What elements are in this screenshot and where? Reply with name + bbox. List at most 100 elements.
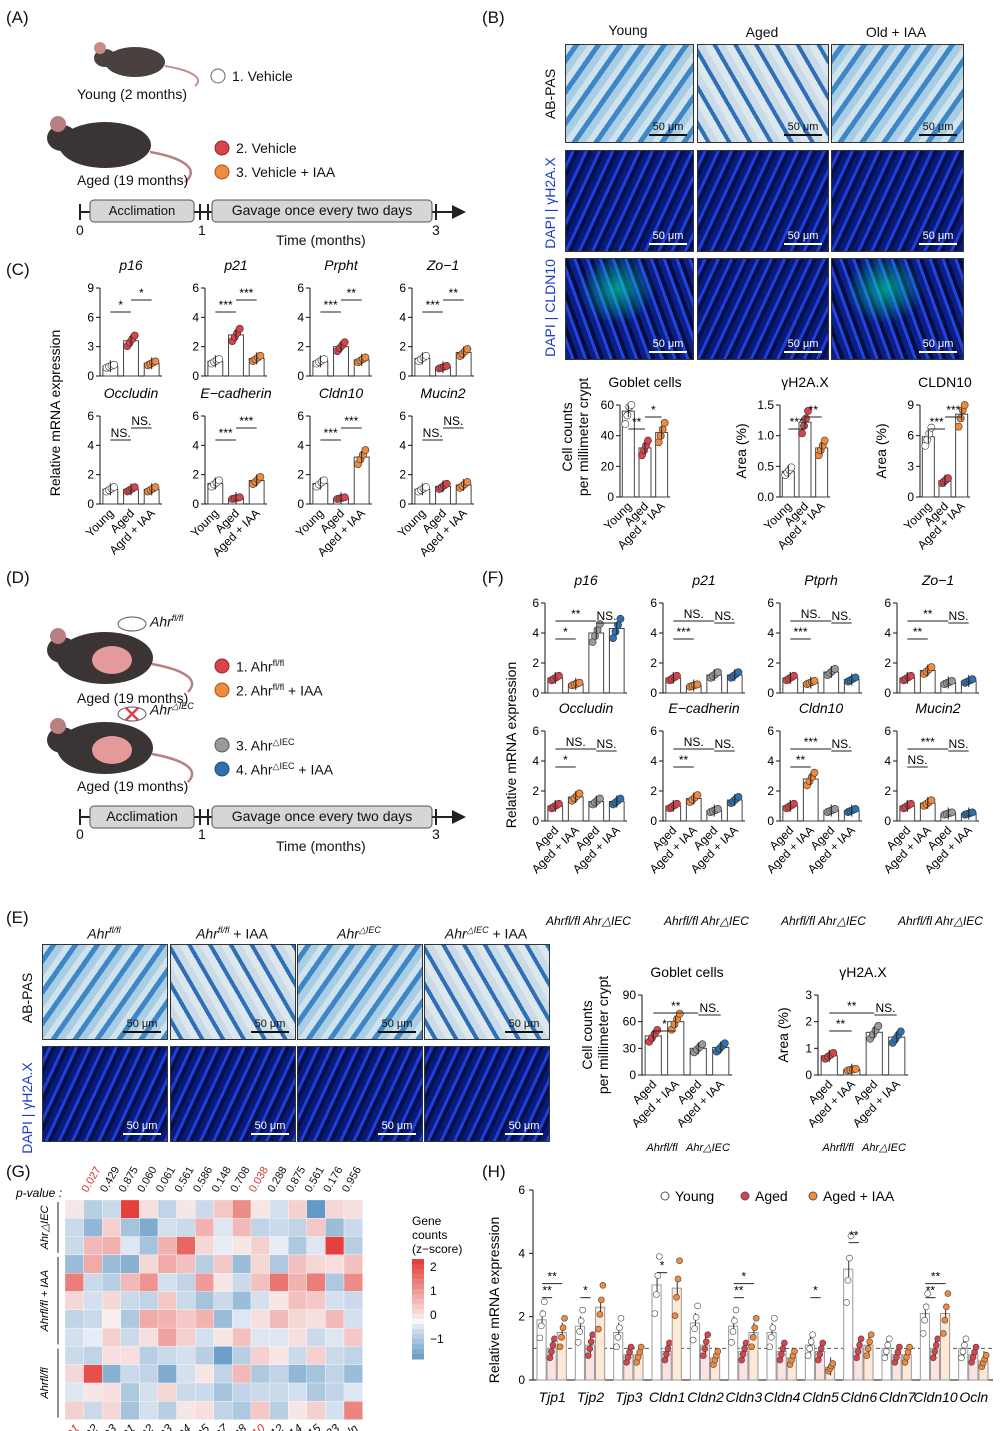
heatmap-cell [306, 1346, 326, 1365]
gene-label-1: Tjp2 [577, 1389, 604, 1405]
data-point [653, 1026, 662, 1034]
data-point [804, 1352, 812, 1359]
heatmap-cell [176, 1254, 196, 1274]
heatmap-cell [120, 1199, 140, 1219]
y-tick-label: 2 [192, 468, 199, 482]
heatmap-cell [64, 1364, 84, 1384]
heatmap-cell [139, 1346, 159, 1365]
heatmap-cell [120, 1291, 140, 1310]
bar [536, 1319, 547, 1381]
heatmap-cell [288, 1401, 307, 1420]
data-point [729, 1328, 737, 1335]
data-point [766, 1343, 774, 1351]
y-tick-label: 4 [650, 754, 657, 768]
chart-title: E−cadherin [668, 700, 739, 716]
data-point [954, 422, 963, 431]
data-point [320, 476, 328, 485]
col-young: Young [608, 22, 648, 38]
data-point [809, 1331, 816, 1339]
y-tick-label: 4 [884, 626, 891, 640]
heatmap-cell [232, 1327, 252, 1347]
y-tick-label: 6 [297, 281, 304, 295]
heatmap-cell [139, 1254, 159, 1274]
e-micrograph-gh2ax-3: 50 μm [297, 1046, 423, 1142]
heatmap-cell [343, 1327, 363, 1347]
gene-label-8: Cldn6 [841, 1389, 878, 1405]
y-axis-label: per millimeter crypt [595, 976, 611, 1094]
data-point [596, 794, 604, 803]
sig-label: NS. [907, 753, 927, 767]
timeline-tick-3: 3 [432, 222, 440, 238]
data-point [748, 1343, 755, 1351]
data-point [968, 808, 977, 817]
micrograph-cldn10-aged: 50 μm [697, 258, 829, 360]
heatmap-cell [139, 1309, 159, 1329]
data-point [664, 1345, 672, 1352]
data-point [701, 1345, 709, 1352]
data-point [627, 1343, 635, 1351]
heatmap-cell [250, 1401, 270, 1420]
data-point [558, 1333, 565, 1341]
heatmap-cell [343, 1364, 363, 1384]
y-tick-label: 60 [623, 1015, 637, 1029]
legend-title: (z−score) [412, 1242, 462, 1256]
data-point [948, 677, 956, 685]
legend-swatch [412, 1344, 424, 1350]
legend-vehicle-iaa: 3. Vehicle + IAA [236, 164, 336, 180]
timeline-d-tick-1: 1 [198, 826, 206, 842]
heatmap-cell [195, 1401, 214, 1420]
legend-ahr-flox: 1. Ahrfl/fl [236, 658, 285, 675]
data-point [623, 411, 632, 420]
y-tick-label: 0 [192, 369, 199, 383]
heatmap-cell [195, 1364, 214, 1384]
heatmap-cell [213, 1327, 233, 1347]
e-row-dapi-gh2ax: DAPI | γH2A.X [19, 1062, 35, 1154]
y-tick-label: 2 [192, 340, 199, 354]
heatmap-cell [343, 1401, 363, 1420]
heatmap-cell [83, 1254, 103, 1274]
y-tick-label: 0 [297, 497, 304, 511]
legend-dot [740, 1191, 750, 1201]
heatmap-cell [139, 1327, 159, 1347]
data-point [734, 668, 743, 677]
heatmap-cell [157, 1309, 177, 1329]
legend-title: Gene [412, 1214, 442, 1228]
y-tick-label: 20 [601, 459, 615, 473]
bar [748, 1332, 759, 1381]
e-row-ab-pas: AB-PAS [19, 972, 35, 1024]
data-point [546, 1354, 554, 1362]
sig-label: *** [324, 298, 338, 312]
data-point [739, 1351, 747, 1358]
timeline-d-acclimation: Acclimation [106, 808, 178, 824]
data-point [644, 436, 652, 445]
chart-title: E−cadherin [200, 385, 271, 401]
y-tick-label: 6 [907, 429, 914, 443]
e-micrograph-abpas-4: 50 μm [424, 944, 550, 1040]
data-point [463, 345, 472, 353]
sig-label: NS. [423, 426, 443, 440]
heatmap-cell [325, 1254, 345, 1274]
data-point [919, 1330, 927, 1337]
heatmap-cell [102, 1273, 121, 1292]
heatmap-cell [232, 1236, 252, 1256]
heatmap-cell [139, 1273, 159, 1292]
heatmap-cell [139, 1364, 159, 1384]
sig-label: * [563, 625, 568, 639]
sig-label: NS. [831, 609, 851, 623]
y-tick-label: 6 [399, 281, 406, 295]
data-point [663, 1351, 670, 1358]
heatmap-cell [83, 1309, 103, 1329]
data-point [361, 446, 370, 454]
legend-label: Aged + IAA [823, 1188, 895, 1204]
micrograph-gh2ax-aged: 50 μm [697, 150, 829, 252]
sig-label: * [563, 753, 568, 767]
data-point [256, 351, 265, 360]
bar [843, 1268, 854, 1381]
chart-title: p16 [573, 575, 598, 588]
heatmap-cell [83, 1382, 103, 1402]
data-point [215, 355, 223, 364]
heatmap-cell [250, 1199, 270, 1219]
data-point [929, 1354, 937, 1362]
data-point [814, 1356, 822, 1364]
y-tick-label: 1 [805, 1041, 812, 1055]
